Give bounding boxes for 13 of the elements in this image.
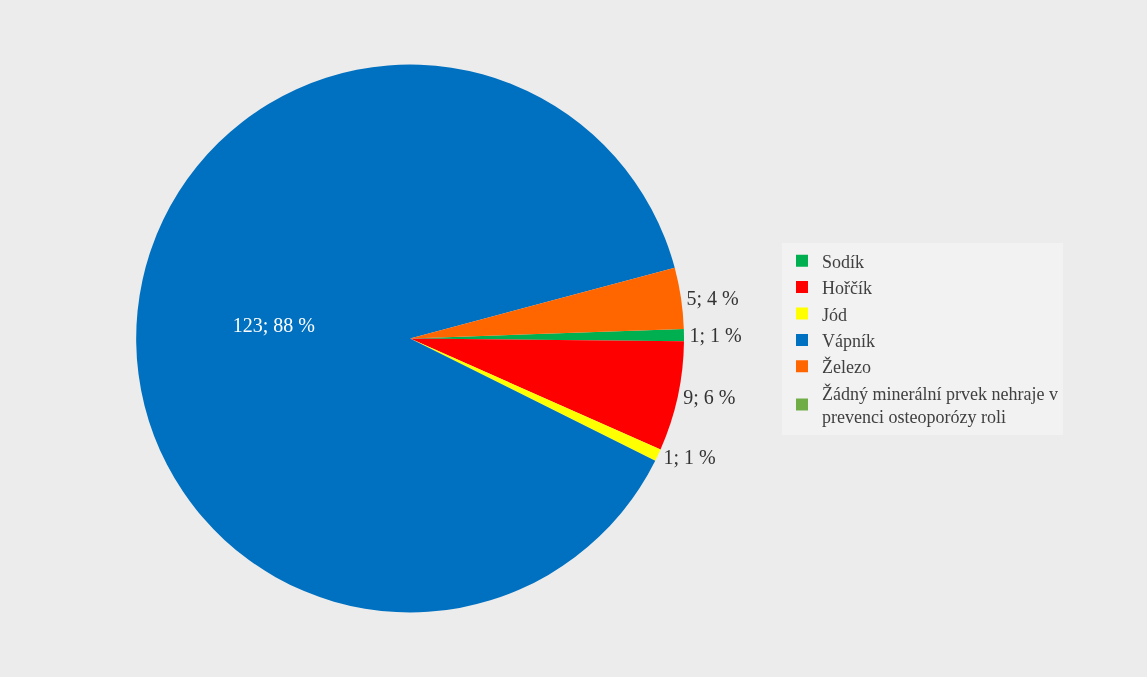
legend-label: Sodík — [821, 251, 865, 272]
data-label: 123; 88 % — [232, 313, 315, 336]
data-label: 1; 1 % — [689, 324, 742, 347]
legend-label: Železo — [821, 356, 871, 378]
legend-label: Hořčík — [821, 278, 872, 299]
pie-slice — [410, 338, 684, 450]
pie-slice — [410, 328, 684, 342]
data-label: 5; 4 % — [686, 286, 739, 309]
legend-label: Vápník — [821, 330, 875, 351]
legend-label: Žádný minerální prvek nehraje v prevenci osteoporózy roli — [821, 382, 1058, 428]
data-label: 9; 6 % — [683, 386, 736, 409]
data-label: 1; 1 % — [663, 446, 716, 469]
legend-label: Jód — [821, 304, 848, 325]
